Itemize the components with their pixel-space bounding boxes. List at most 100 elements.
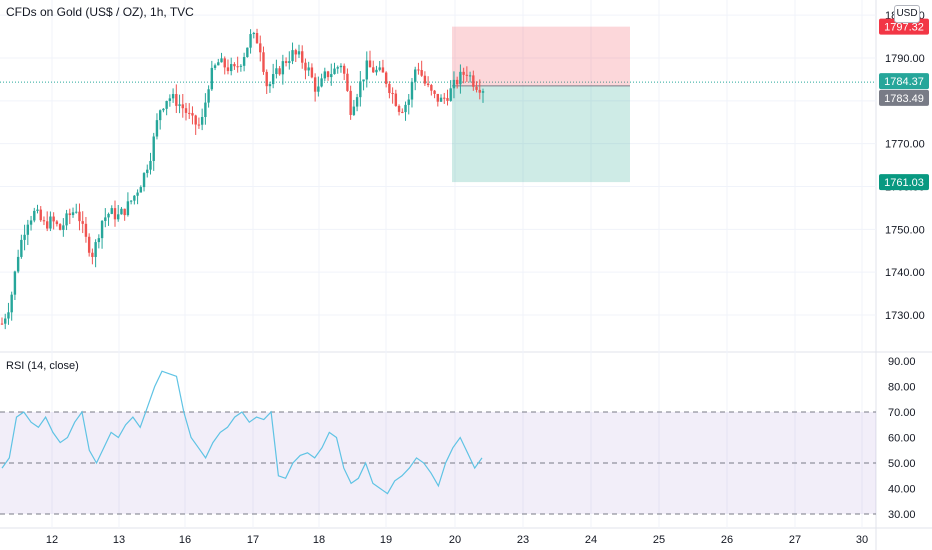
candle-body	[146, 169, 149, 174]
rsi-title: RSI (14, close)	[6, 360, 79, 372]
stop-loss-zone	[452, 26, 630, 86]
candle-body	[362, 79, 365, 82]
candle-body	[188, 112, 191, 114]
candle-body	[158, 110, 162, 121]
candle-body	[107, 213, 110, 218]
candle-body	[323, 71, 327, 79]
candle-body	[87, 236, 91, 253]
candle-body	[388, 83, 391, 94]
candle-body	[352, 106, 356, 115]
candle-body	[4, 318, 7, 324]
candle-body	[33, 210, 36, 221]
currency-button[interactable]: USD	[894, 5, 920, 23]
candle-body	[439, 97, 443, 102]
candle-body	[291, 50, 294, 62]
x-tick-label: 26	[721, 534, 733, 546]
x-tick-label: 20	[449, 534, 461, 546]
candle-body	[391, 93, 394, 95]
candle-body	[217, 62, 220, 66]
candle-body	[20, 239, 23, 257]
candle-body	[410, 81, 414, 100]
candle-body	[397, 105, 401, 112]
candle-body	[133, 195, 136, 201]
candle-body	[259, 43, 262, 53]
candle-body	[372, 67, 375, 73]
candle-body	[200, 116, 204, 125]
candle-body	[481, 91, 485, 93]
price-label-box-entry	[879, 89, 929, 106]
rsi-band	[0, 412, 876, 514]
candle-body	[307, 67, 310, 71]
candle-body	[223, 58, 226, 68]
candle-body	[365, 60, 368, 80]
candle-body	[294, 50, 297, 55]
candle-body	[136, 192, 139, 196]
candle-body	[178, 104, 181, 106]
candle-body	[426, 83, 430, 86]
candle-body	[49, 216, 52, 229]
candle-body	[171, 94, 175, 99]
chart-title: CFDs on Gold (US$ / OZ), 1h, TVC	[6, 5, 194, 19]
candle-body	[126, 201, 130, 216]
candle-body	[45, 221, 49, 229]
candle-body	[204, 102, 207, 117]
candle-body	[239, 65, 243, 67]
candle-body	[100, 220, 104, 239]
x-tick-label: 27	[789, 534, 801, 546]
candle-body	[459, 71, 462, 85]
candle-body	[297, 51, 301, 55]
candle-body	[478, 89, 481, 93]
candle-body	[29, 220, 33, 225]
candle-body	[36, 209, 39, 211]
candle-body	[326, 71, 330, 78]
candle-body	[78, 211, 81, 222]
candle-body	[139, 187, 143, 193]
candle-body	[462, 71, 465, 75]
price-label-last-price: 1784.37	[884, 76, 924, 88]
candle-body	[320, 78, 323, 87]
candle-body	[443, 97, 446, 99]
candle-body	[394, 93, 398, 106]
candle-body	[191, 113, 194, 116]
x-tick-label: 24	[585, 534, 597, 546]
candle-body	[430, 85, 433, 91]
candle-body	[268, 84, 272, 87]
rsi-tick-label: 30.00	[888, 509, 916, 521]
candle-body	[184, 108, 188, 113]
candle-body	[378, 67, 381, 70]
candlestick-series	[0, 28, 485, 330]
candle-body	[120, 208, 123, 215]
take-profit-zone	[452, 85, 630, 183]
candle-body	[407, 99, 410, 105]
candle-body	[455, 79, 459, 85]
x-tick-label: 16	[179, 534, 191, 546]
candle-body	[62, 225, 65, 230]
candle-body	[401, 111, 404, 113]
y-tick-label: 1750.00	[885, 224, 925, 236]
position-tool[interactable]	[452, 26, 630, 183]
price-label-box-last-price	[879, 73, 929, 90]
candle-body	[104, 217, 107, 221]
candle-body	[255, 32, 259, 44]
candle-body	[281, 61, 285, 75]
rsi-tick-label: 80.00	[888, 382, 916, 394]
rsi-tick-label: 90.00	[888, 356, 916, 368]
candle-body	[84, 223, 88, 237]
candle-body	[81, 221, 84, 224]
candle-body	[346, 73, 349, 91]
candle-body	[349, 90, 352, 115]
candle-body	[288, 61, 291, 63]
candle-body	[230, 64, 233, 72]
candle-body	[181, 104, 184, 109]
candle-body	[339, 65, 343, 68]
rsi-tick-label: 70.00	[888, 407, 916, 419]
plot-background	[0, 0, 876, 550]
candle-body	[333, 68, 336, 75]
candle-body	[117, 214, 120, 220]
rsi-line	[1, 370, 483, 495]
candle-body	[468, 75, 472, 77]
candle-body	[381, 67, 385, 73]
candle-body	[236, 66, 239, 68]
candle-body	[16, 256, 20, 272]
